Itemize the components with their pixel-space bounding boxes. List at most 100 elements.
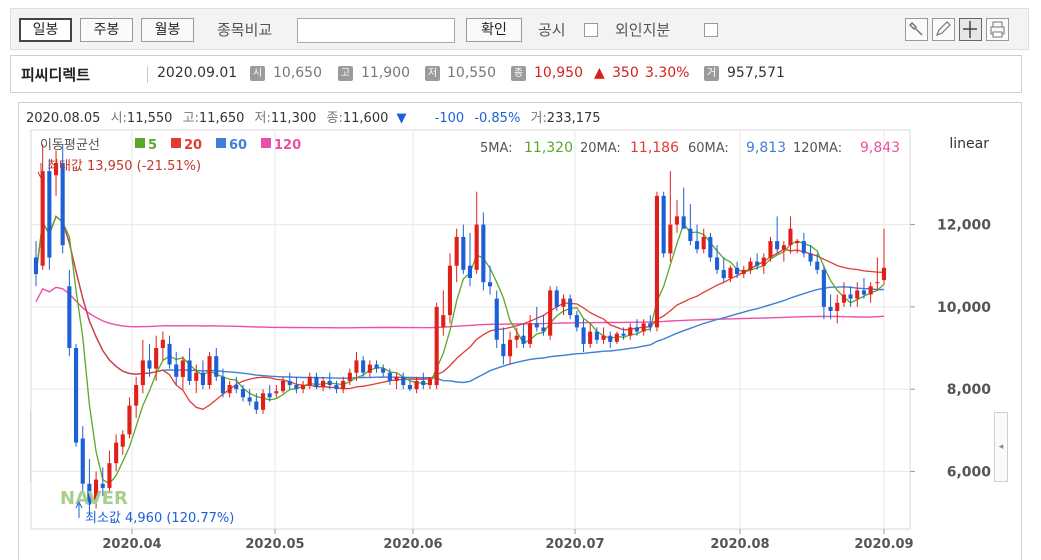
foreign-ownership-checkbox[interactable] xyxy=(704,23,718,37)
candle-body xyxy=(481,224,486,283)
x-tick-label: 2020.07 xyxy=(545,537,604,552)
candle-body xyxy=(528,323,533,344)
candle-body xyxy=(334,385,339,390)
candle-body xyxy=(327,380,332,385)
legend-label: 5 xyxy=(148,138,157,153)
candle-body xyxy=(768,241,773,258)
candle-body xyxy=(220,376,225,394)
quote-close: 10,950 xyxy=(534,65,583,81)
ma120-line xyxy=(35,286,885,329)
legend-title: 이동평균선 xyxy=(40,138,100,153)
candle-body xyxy=(367,364,372,373)
disclosure-checkbox[interactable] xyxy=(584,23,598,37)
info-open-label: 시: xyxy=(110,111,127,126)
candle-body xyxy=(601,335,606,340)
x-tick-label: 2020.05 xyxy=(245,537,304,552)
right-scroll-tab[interactable]: ◂ xyxy=(994,412,1008,482)
candle-body xyxy=(741,269,746,274)
candle-body xyxy=(421,380,426,385)
candle-body xyxy=(307,376,312,385)
candle-body xyxy=(40,171,45,266)
info-change: -100 xyxy=(434,111,465,126)
close-badge: 종 xyxy=(511,66,526,81)
candle-body xyxy=(488,282,493,287)
ma-value-label: 5MA: xyxy=(480,141,513,156)
info-low-label: 저: xyxy=(254,111,271,126)
crosshair-toggle-icon[interactable] xyxy=(959,18,982,41)
candle-body xyxy=(381,368,386,373)
wrench-icon xyxy=(908,21,923,36)
disclosure-label: 공시 xyxy=(538,21,566,39)
candle-body xyxy=(761,257,766,266)
ma-value-label: 60MA: xyxy=(688,141,729,156)
max-arrow-head xyxy=(37,171,45,180)
candle-body xyxy=(301,385,306,390)
tab-weekly[interactable]: 주봉 xyxy=(80,18,133,42)
confirm-button[interactable]: 확인 xyxy=(466,18,522,42)
ma-value: 11,186 xyxy=(630,140,679,156)
low-badge: 저 xyxy=(425,66,440,81)
candle-body xyxy=(688,228,693,241)
candle-body xyxy=(147,360,152,369)
legend-label: 120 xyxy=(274,138,301,153)
info-open: 11,550 xyxy=(126,111,173,126)
candle-body xyxy=(261,393,266,410)
candle-body xyxy=(775,241,780,250)
legend-label: 20 xyxy=(184,138,202,153)
candle-body xyxy=(387,372,392,381)
legend-swatch xyxy=(171,138,181,148)
candle-body xyxy=(174,364,179,377)
quote-volume: 957,571 xyxy=(727,65,785,81)
compare-input[interactable] xyxy=(297,18,455,43)
candle-body xyxy=(548,290,553,336)
info-high: 11,650 xyxy=(198,111,245,126)
candle-body xyxy=(855,290,860,299)
candle-body xyxy=(461,236,466,270)
candle-body xyxy=(401,376,406,385)
info-change-pct: -0.85% xyxy=(474,111,521,126)
candle-body xyxy=(447,265,452,316)
ma-value: 9,813 xyxy=(746,140,786,156)
candle-body xyxy=(561,298,566,307)
candle-body xyxy=(614,333,619,342)
tab-daily[interactable]: 일봉 xyxy=(19,18,72,42)
candle-body xyxy=(628,327,633,336)
legend-swatch xyxy=(261,138,271,148)
candle-body xyxy=(127,405,132,435)
candle-body xyxy=(568,298,573,316)
candle-body xyxy=(194,372,199,381)
candle-body xyxy=(788,228,793,246)
legend-swatch xyxy=(135,138,145,148)
tool-icon[interactable] xyxy=(905,18,928,41)
candle-body xyxy=(634,327,639,332)
candle-body xyxy=(407,385,412,390)
draw-tool-icon[interactable] xyxy=(932,18,955,41)
candle-body xyxy=(828,306,833,311)
min-arrow-head xyxy=(75,500,83,509)
candle-body xyxy=(821,269,826,307)
candle-body xyxy=(721,269,726,279)
tab-monthly[interactable]: 월봉 xyxy=(141,18,194,42)
candle-body xyxy=(294,385,299,390)
candle-body xyxy=(835,302,840,311)
min-annotation: 최소값 4,960 (120.77%) xyxy=(75,500,234,526)
candle-body xyxy=(87,483,92,505)
candle-body xyxy=(621,333,626,336)
candle-body xyxy=(434,306,439,386)
candle-body xyxy=(394,376,399,381)
arrow-left-icon: ◂ xyxy=(998,442,1004,452)
candle-body xyxy=(100,483,105,488)
candle-body xyxy=(868,286,873,295)
candle-body xyxy=(200,372,205,385)
ma-value-label: 120MA: xyxy=(793,141,842,156)
candle-body xyxy=(514,335,519,340)
open-badge: 시 xyxy=(250,66,265,81)
candle-body xyxy=(67,286,72,348)
candle-body xyxy=(374,364,379,369)
x-tick-label: 2020.09 xyxy=(854,537,913,552)
quote-bar: 피씨디렉트 2020.09.01 시 10,650 고 11,900 저 10,… xyxy=(10,55,1022,93)
candle-body xyxy=(715,257,720,270)
candles xyxy=(33,144,886,515)
candle-body xyxy=(354,360,359,373)
print-icon-button[interactable] xyxy=(986,18,1009,41)
